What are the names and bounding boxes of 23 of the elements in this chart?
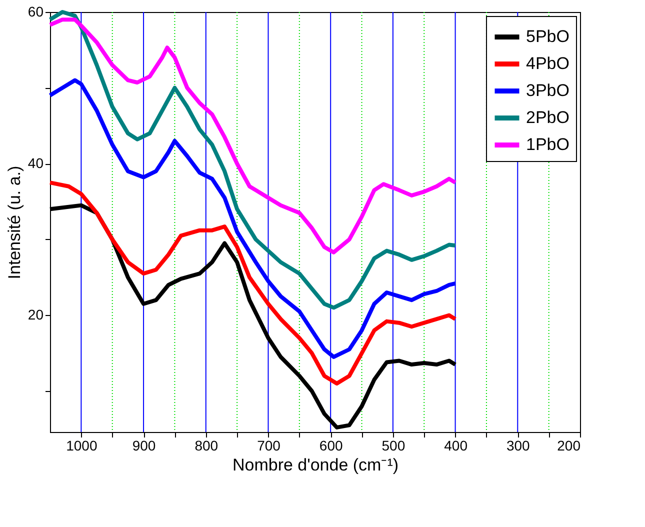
x-tick-label: 200 (557, 438, 581, 454)
x-axis-title: Nombre d'onde (cm⁻¹) (232, 456, 399, 474)
line-series (48, 203, 458, 430)
legend-label: 4PbO (526, 54, 570, 73)
x-tick-label: 700 (257, 438, 281, 454)
y-tick-label: 40 (28, 155, 44, 172)
legend-label: 2PbO (526, 108, 570, 127)
legend-label: 3PbO (526, 81, 570, 100)
y-tick-label: 60 (28, 4, 44, 20)
x-tick-label: 900 (132, 438, 156, 454)
y-tick-label: 20 (28, 306, 44, 323)
line-series (48, 10, 458, 310)
legend-label: 5PbO (526, 27, 570, 46)
x-tick-label: 1000 (66, 438, 98, 454)
legend-label: 1PbO (526, 135, 570, 154)
x-tick-label: 400 (444, 438, 468, 454)
x-tick-label: 500 (382, 438, 406, 454)
x-tick-label: 300 (506, 438, 530, 454)
x-tick-label: 600 (319, 438, 343, 454)
line-series (48, 180, 458, 386)
x-tick-label: 800 (194, 438, 218, 454)
line-series (48, 18, 458, 254)
y-axis-title: Intensité (u. a.) (4, 166, 24, 280)
